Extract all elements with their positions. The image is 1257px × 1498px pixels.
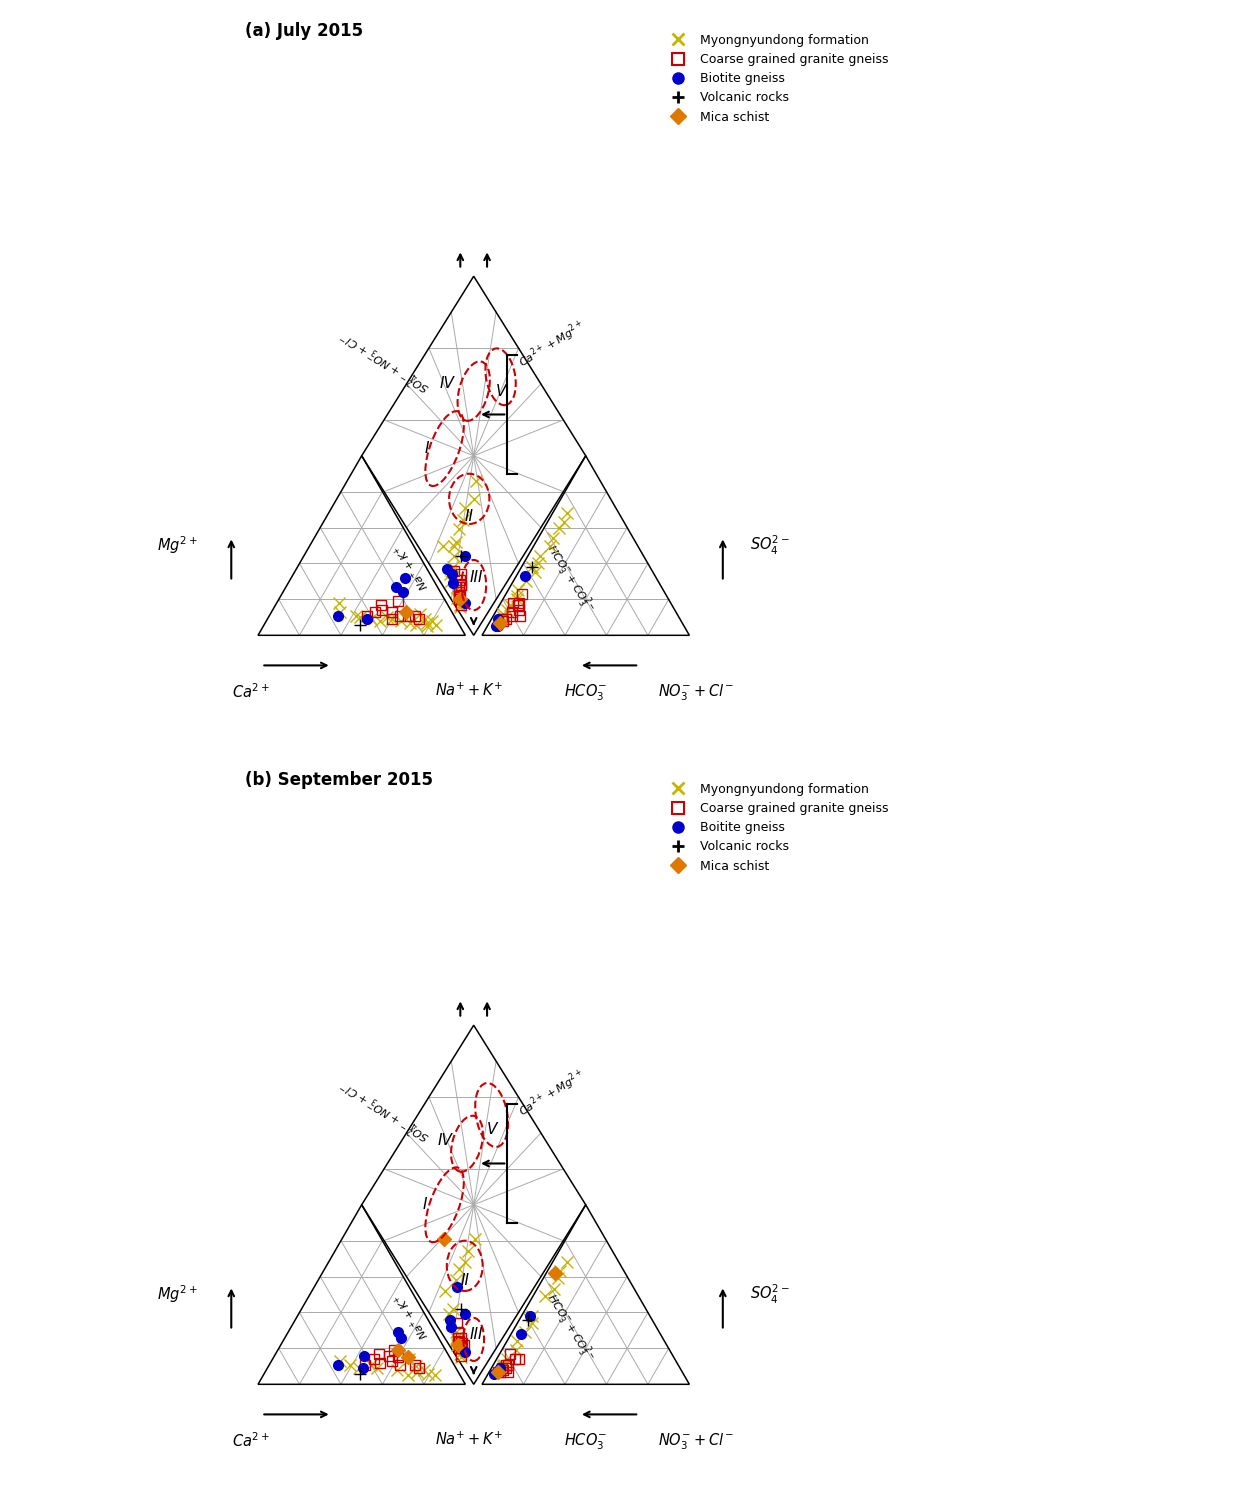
Text: $Ca^{2+}$: $Ca^{2+}$ [233, 682, 270, 701]
Text: V: V [486, 1122, 497, 1137]
Text: III: III [469, 1327, 483, 1342]
Text: $HCO_3^{-}+CO_3^{2-}$: $HCO_3^{-}+CO_3^{2-}$ [542, 1290, 600, 1366]
Text: V: V [495, 383, 505, 398]
Text: $Na^{+}+K^{+}$: $Na^{+}+K^{+}$ [391, 541, 431, 593]
Legend: Myongnyundong formation, Coarse grained granite gneiss, Boitite gneiss, Volcanic: Myongnyundong formation, Coarse grained … [660, 777, 894, 878]
Text: $Mg^{2+}$: $Mg^{2+}$ [157, 1284, 199, 1305]
Text: (a) July 2015: (a) July 2015 [245, 22, 363, 40]
Text: $NO_3^{-}+Cl^{-}$: $NO_3^{-}+Cl^{-}$ [659, 682, 734, 703]
Text: (b) September 2015: (b) September 2015 [245, 771, 432, 789]
Text: $Ca^{2+}$: $Ca^{2+}$ [233, 1431, 270, 1450]
Text: $SO_4^{2-}$: $SO_4^{2-}$ [749, 533, 789, 557]
Text: $SO_4^{2-}+NO_3^{-}+Cl^{-}$: $SO_4^{2-}+NO_3^{-}+Cl^{-}$ [337, 325, 435, 397]
Text: $HCO_3^{-}$: $HCO_3^{-}$ [564, 682, 607, 703]
Text: $SO_4^{2-}+NO_3^{-}+Cl^{-}$: $SO_4^{2-}+NO_3^{-}+Cl^{-}$ [337, 1074, 435, 1146]
Text: IV: IV [440, 376, 454, 391]
Text: $Ca^{2+}+Mg^{2+}$: $Ca^{2+}+Mg^{2+}$ [515, 318, 588, 373]
Text: $SO_4^{2-}$: $SO_4^{2-}$ [749, 1282, 789, 1306]
Text: $Na^{+}+K^{+}$: $Na^{+}+K^{+}$ [435, 682, 503, 700]
Text: $Na^{+}+K^{+}$: $Na^{+}+K^{+}$ [391, 1290, 431, 1342]
Text: II: II [460, 1273, 469, 1288]
Text: III: III [470, 571, 483, 586]
Text: I: I [422, 1197, 426, 1212]
Text: $Na^{+}+K^{+}$: $Na^{+}+K^{+}$ [435, 1431, 503, 1449]
Text: $HCO_3^{-}+CO_3^{2-}$: $HCO_3^{-}+CO_3^{2-}$ [542, 541, 600, 617]
Text: II: II [465, 509, 474, 524]
Text: $HCO_3^{-}$: $HCO_3^{-}$ [564, 1431, 607, 1452]
Text: $Mg^{2+}$: $Mg^{2+}$ [157, 535, 199, 556]
Text: I: I [425, 440, 429, 455]
Text: IV: IV [437, 1132, 453, 1147]
Text: $NO_3^{-}+Cl^{-}$: $NO_3^{-}+Cl^{-}$ [659, 1431, 734, 1452]
Legend: Myongnyundong formation, Coarse grained granite gneiss, Biotite gneiss, Volcanic: Myongnyundong formation, Coarse grained … [660, 28, 894, 129]
Text: $Ca^{2+}+Mg^{2+}$: $Ca^{2+}+Mg^{2+}$ [515, 1067, 588, 1122]
